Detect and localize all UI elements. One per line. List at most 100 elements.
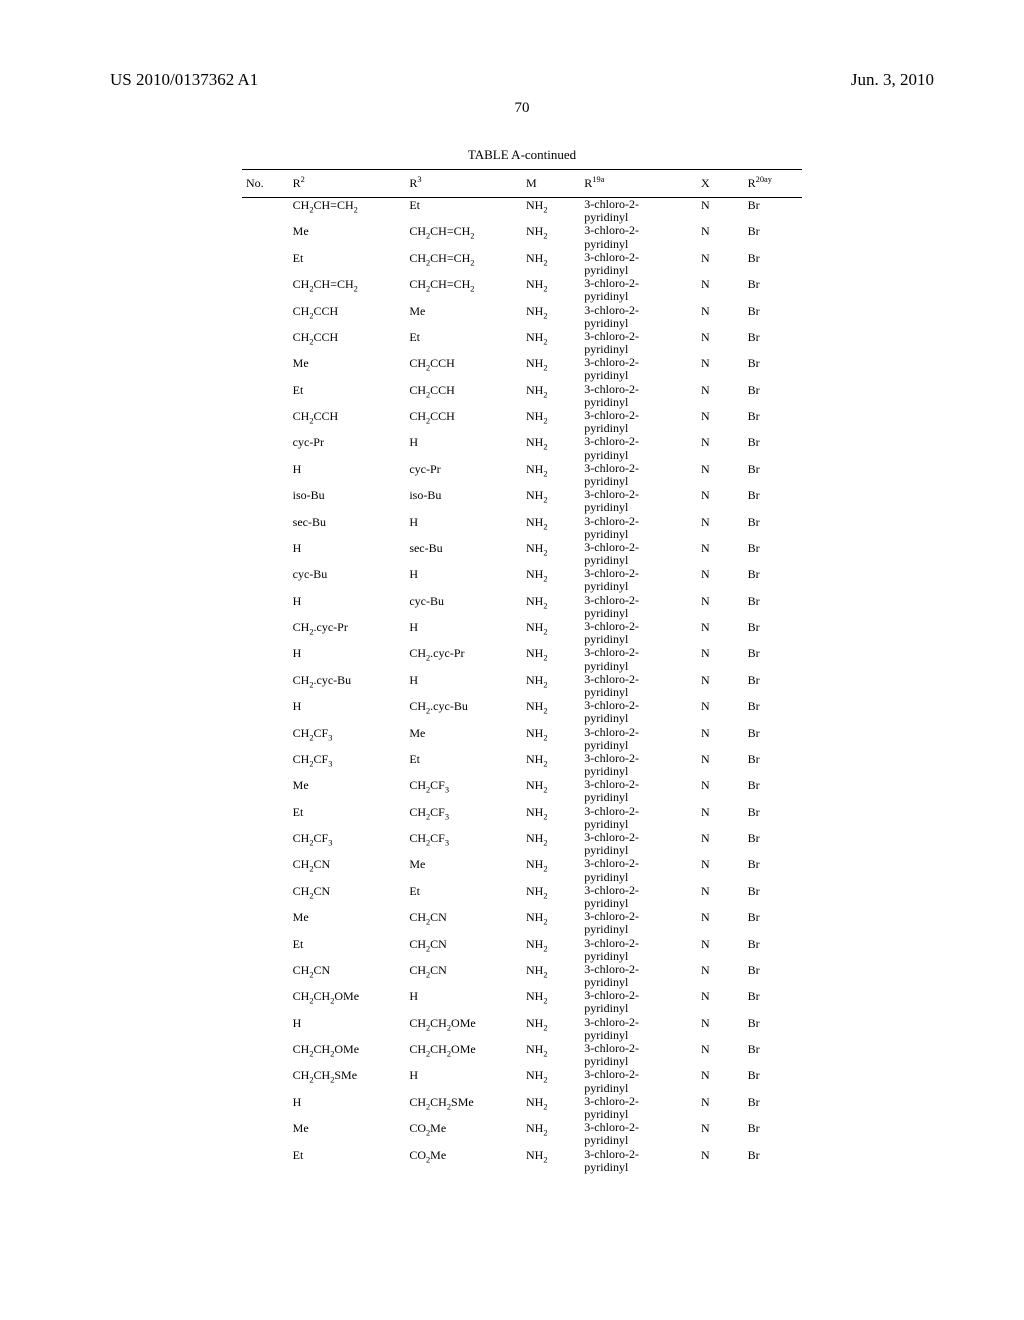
cell-r20: Br — [744, 752, 802, 778]
cell-no — [242, 488, 289, 514]
cell-r20: Br — [744, 726, 802, 752]
cell-r19: 3-chloro-2-pyridinyl — [580, 1016, 697, 1042]
cell-m: NH2 — [522, 963, 580, 989]
cell-no — [242, 356, 289, 382]
page-number: 70 — [110, 100, 934, 117]
cell-r2: Me — [289, 1121, 406, 1147]
cell-m: NH2 — [522, 673, 580, 699]
cell-r2: Me — [289, 224, 406, 250]
table-row: HCH2CH2SMeNH23-chloro-2-pyridinylNBr — [242, 1095, 802, 1121]
cell-m: NH2 — [522, 989, 580, 1015]
cell-no — [242, 515, 289, 541]
table-row: CH2CF3MeNH23-chloro-2-pyridinylNBr — [242, 726, 802, 752]
cell-r2: CH2CCH — [289, 304, 406, 330]
cell-r20: Br — [744, 1016, 802, 1042]
cell-m: NH2 — [522, 1121, 580, 1147]
cell-r3: Et — [405, 752, 522, 778]
cell-x: N — [697, 831, 744, 857]
cell-no — [242, 1016, 289, 1042]
cell-m: NH2 — [522, 541, 580, 567]
cell-r19: 3-chloro-2-pyridinyl — [580, 857, 697, 883]
table-row: MeCH2CNNH23-chloro-2-pyridinylNBr — [242, 910, 802, 936]
cell-r19: 3-chloro-2-pyridinyl — [580, 567, 697, 593]
cell-r20: Br — [744, 910, 802, 936]
cell-r19: 3-chloro-2-pyridinyl — [580, 831, 697, 857]
cell-no — [242, 646, 289, 672]
cell-r3: iso-Bu — [405, 488, 522, 514]
cell-r19: 3-chloro-2-pyridinyl — [580, 646, 697, 672]
cell-x: N — [697, 884, 744, 910]
cell-x: N — [697, 937, 744, 963]
table-body: CH2CH=CH2EtNH23-chloro-2-pyridinylNBrMeC… — [242, 198, 802, 1174]
cell-r19: 3-chloro-2-pyridinyl — [580, 620, 697, 646]
cell-no — [242, 963, 289, 989]
table-row: Hsec-BuNH23-chloro-2-pyridinylNBr — [242, 541, 802, 567]
cell-r3: CO2Me — [405, 1121, 522, 1147]
cell-m: NH2 — [522, 699, 580, 725]
cell-r19: 3-chloro-2-pyridinyl — [580, 488, 697, 514]
cell-r2: H — [289, 699, 406, 725]
cell-r3: H — [405, 435, 522, 461]
cell-x: N — [697, 488, 744, 514]
cell-r2: H — [289, 1095, 406, 1121]
table-row: CH2.cyc-BuHNH23-chloro-2-pyridinylNBr — [242, 673, 802, 699]
cell-r20: Br — [744, 277, 802, 303]
cell-r19: 3-chloro-2-pyridinyl — [580, 277, 697, 303]
cell-r19: 3-chloro-2-pyridinyl — [580, 330, 697, 356]
cell-x: N — [697, 198, 744, 225]
cell-m: NH2 — [522, 251, 580, 277]
col-header-r19a: R19a — [580, 170, 697, 198]
cell-no — [242, 198, 289, 225]
cell-r3: CH2CF3 — [405, 831, 522, 857]
cell-m: NH2 — [522, 1016, 580, 1042]
cell-m: NH2 — [522, 857, 580, 883]
cell-no — [242, 304, 289, 330]
cell-m: NH2 — [522, 1042, 580, 1068]
table-row: CH2CH=CH2EtNH23-chloro-2-pyridinylNBr — [242, 198, 802, 225]
cell-r19: 3-chloro-2-pyridinyl — [580, 752, 697, 778]
cell-r2: H — [289, 646, 406, 672]
cell-x: N — [697, 277, 744, 303]
cell-r2: CH2CF3 — [289, 726, 406, 752]
table-row: CH2CNMeNH23-chloro-2-pyridinylNBr — [242, 857, 802, 883]
table-row: CH2CCHEtNH23-chloro-2-pyridinylNBr — [242, 330, 802, 356]
cell-r3: CH2CCH — [405, 383, 522, 409]
cell-r2: CH2.cyc-Pr — [289, 620, 406, 646]
cell-r19: 3-chloro-2-pyridinyl — [580, 515, 697, 541]
cell-r3: CH2CH=CH2 — [405, 277, 522, 303]
cell-x: N — [697, 1042, 744, 1068]
cell-no — [242, 805, 289, 831]
table-row: HCH2.cyc-PrNH23-chloro-2-pyridinylNBr — [242, 646, 802, 672]
table-row: cyc-PrHNH23-chloro-2-pyridinylNBr — [242, 435, 802, 461]
cell-no — [242, 462, 289, 488]
cell-r2: Et — [289, 805, 406, 831]
cell-x: N — [697, 356, 744, 382]
col-header-no: No. — [242, 170, 289, 198]
cell-x: N — [697, 541, 744, 567]
cell-r20: Br — [744, 831, 802, 857]
cell-r20: Br — [744, 963, 802, 989]
cell-r2: Et — [289, 251, 406, 277]
cell-r3: H — [405, 515, 522, 541]
cell-r20: Br — [744, 567, 802, 593]
cell-r20: Br — [744, 383, 802, 409]
table-row: MeCO2MeNH23-chloro-2-pyridinylNBr — [242, 1121, 802, 1147]
cell-r19: 3-chloro-2-pyridinyl — [580, 989, 697, 1015]
cell-r3: CH2CH=CH2 — [405, 224, 522, 250]
cell-r2: iso-Bu — [289, 488, 406, 514]
table-row: HCH2.cyc-BuNH23-chloro-2-pyridinylNBr — [242, 699, 802, 725]
cell-m: NH2 — [522, 1095, 580, 1121]
cell-m: NH2 — [522, 884, 580, 910]
page-header: US 2010/0137362 A1 Jun. 3, 2010 — [110, 70, 934, 90]
cell-r3: H — [405, 1068, 522, 1094]
cell-x: N — [697, 224, 744, 250]
cell-r2: CH2CH2SMe — [289, 1068, 406, 1094]
cell-r20: Br — [744, 1042, 802, 1068]
table-row: EtCH2CF3NH23-chloro-2-pyridinylNBr — [242, 805, 802, 831]
cell-r19: 3-chloro-2-pyridinyl — [580, 1148, 697, 1174]
cell-no — [242, 594, 289, 620]
cell-x: N — [697, 699, 744, 725]
cell-x: N — [697, 330, 744, 356]
cell-r2: H — [289, 462, 406, 488]
cell-r2: CH2.cyc-Bu — [289, 673, 406, 699]
